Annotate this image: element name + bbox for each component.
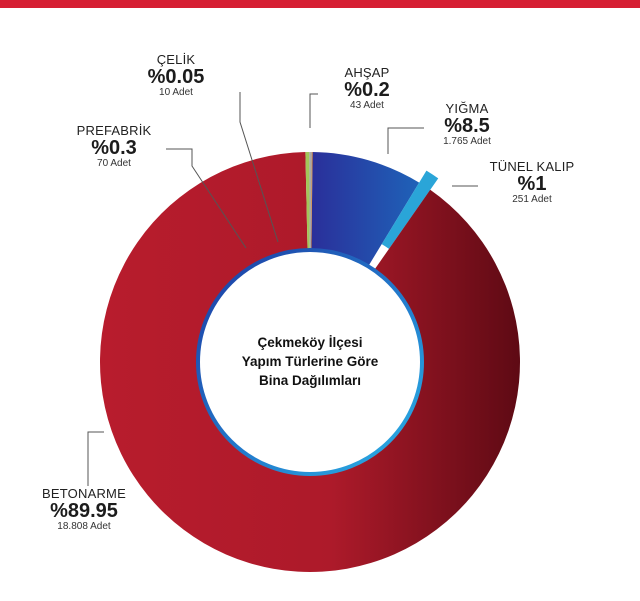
top-accent-bar: [0, 0, 640, 8]
leader-prefabrik: [166, 148, 247, 249]
label-tunel-kalip-name: TÜNEL KALIP: [489, 159, 575, 174]
label-celik-percent: %0.05: [147, 66, 205, 88]
slice-yigma: [311, 152, 420, 267]
label-celik-count: 10 Adet: [159, 87, 193, 98]
label-betonarme-count: 18.808 Adet: [57, 521, 111, 532]
center-title-line-2: Yapım Türlerine Göre: [241, 354, 379, 369]
center-ring: [196, 248, 424, 476]
leader-betonarme: [87, 431, 104, 486]
slice-tunel-kalip: [381, 170, 439, 249]
label-tunel-kalip-percent: %1: [517, 173, 547, 195]
label-betonarme-name: BETONARME: [42, 486, 126, 501]
label-ahsap-percent: %0.2: [344, 79, 390, 101]
label-prefabrik-count: 70 Adet: [97, 158, 131, 169]
label-prefabrik-percent: %0.3: [91, 137, 137, 159]
label-tunel-kalip-count: 251 Adet: [512, 194, 552, 205]
label-ahsap-count: 43 Adet: [350, 100, 384, 111]
center-title-line-3: Bina Dağılımları: [258, 373, 362, 388]
label-betonarme: BETONARME %89.95 18.808 Adet: [32, 486, 136, 532]
slice-prefabrik: [305, 152, 310, 251]
label-prefabrik-name: PREFABRİK: [76, 123, 152, 138]
slice-betonarme: [99, 152, 520, 572]
label-tunel-kalip: TÜNEL KALIP %1 251 Adet: [478, 159, 586, 205]
center-title: Çekmeköy İlçesi Yapım Türlerine Göre Bin…: [205, 333, 415, 390]
center-title-line-1: Çekmeköy İlçesi: [257, 335, 363, 350]
leader-ahsap: [309, 93, 318, 128]
label-betonarme-percent: %89.95: [50, 500, 118, 522]
label-yigma-percent: %8.5: [444, 115, 490, 137]
label-ahsap-name: AHŞAP: [344, 65, 390, 80]
leader-celik: [239, 92, 279, 243]
slice-celik: [309, 152, 312, 251]
label-yigma-name: YIĞMA: [445, 101, 489, 116]
label-yigma-count: 1.765 Adet: [443, 136, 491, 147]
label-ahsap: AHŞAP %0.2 43 Adet: [322, 65, 412, 111]
leader-yigma: [387, 127, 424, 154]
label-prefabrik: PREFABRİK %0.3 70 Adet: [62, 123, 166, 169]
label-celik: ÇELİK %0.05 10 Adet: [128, 52, 224, 98]
label-celik-name: ÇELİK: [156, 52, 196, 67]
label-yigma: YIĞMA %8.5 1.765 Adet: [424, 101, 510, 147]
